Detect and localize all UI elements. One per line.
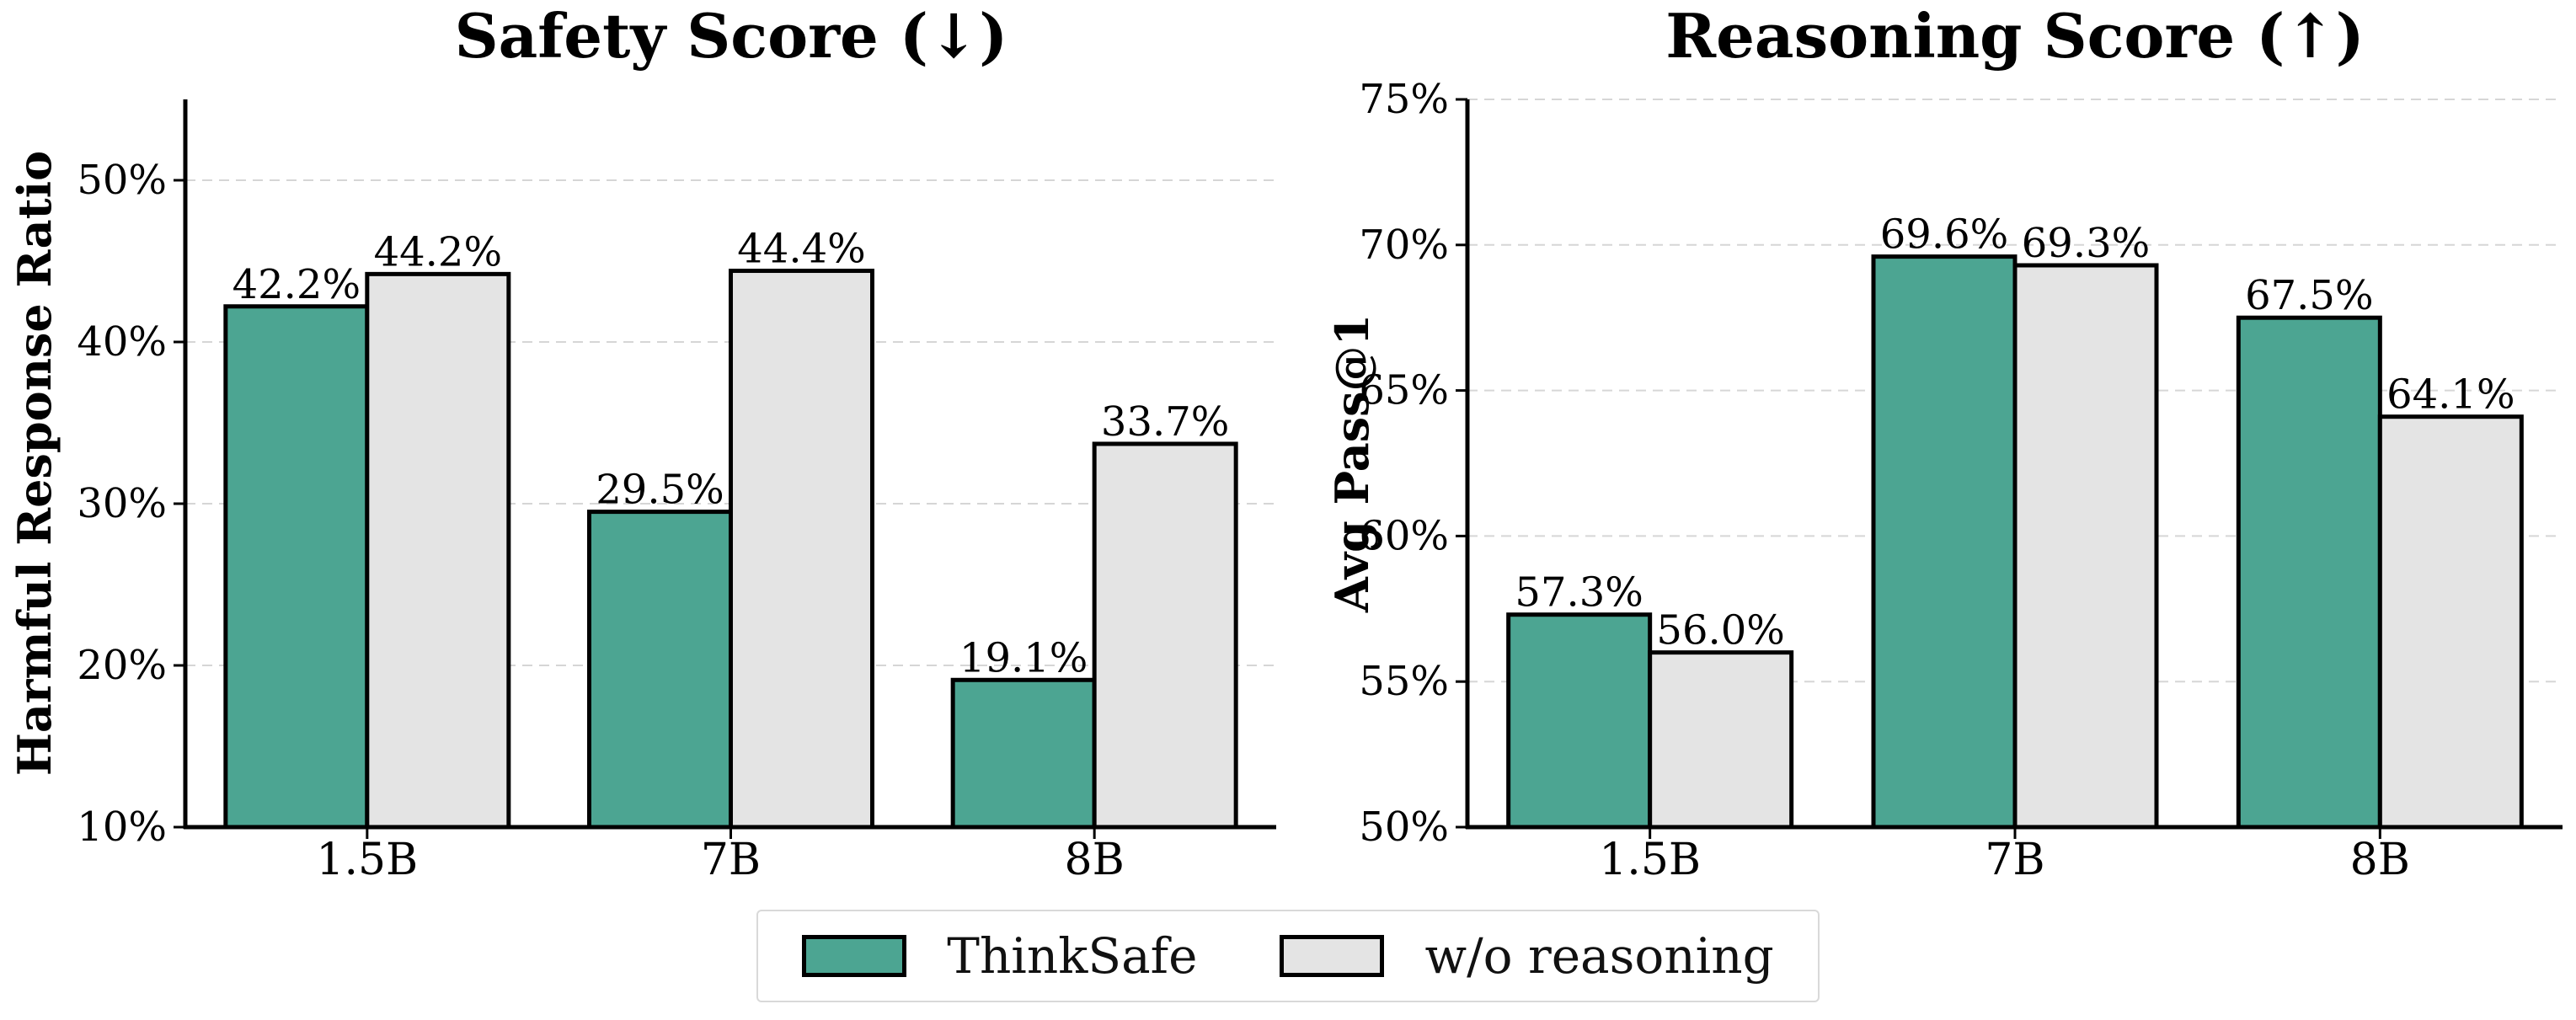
y-tick-label: 75% [1359,76,1449,123]
y-tick-label: 60% [1359,512,1449,559]
data-label: 33.7% [1101,398,1229,446]
chart-panel-reasoning: 50% 55% 60% 65% 70% 75% 57.3% 56.0% 1.5B 69.6% 69.… [1325,0,2563,885]
x-tick-label: 1.5B [316,835,418,885]
x-tick-label: 8B [1065,835,1125,885]
x-tick-label: 1.5B [1599,835,1701,885]
data-label: 19.1% [959,634,1088,681]
legend-label-without-reasoning: w/o reasoning [1424,927,1774,985]
bar-thinksafe [950,677,1097,830]
data-label: 69.3% [2022,220,2150,267]
chart-title: Reasoning Score (↑) [1665,0,2364,72]
legend-item-without-reasoning: w/o reasoning [1280,927,1774,985]
y-tick-label: 50% [1359,804,1449,851]
x-tick-label: 7B [701,835,761,885]
data-label: 42.2% [232,261,361,308]
chart-legend: ThinkSafe w/o reasoning [756,910,1820,1002]
data-label: 64.1% [2386,371,2515,419]
bar-thinksafe [1506,612,1653,830]
y-tick-label: 65% [1359,367,1449,414]
bar-without-reasoning [1092,441,1238,830]
data-label: 44.2% [374,228,502,275]
y-tick-label: 20% [77,642,167,689]
data-label: 67.5% [2245,272,2373,319]
bar-thinksafe [223,304,370,830]
y-tick-label: 50% [77,157,167,204]
data-label: 56.0% [1656,607,1784,654]
y-axis-label: Harmful Response Ratio [8,151,61,776]
bar-without-reasoning [729,269,874,830]
y-axis-label: Avg Pass@1 [1325,314,1379,613]
data-label: 69.6% [1880,211,2008,259]
legend-item-thinksafe: ThinkSafe [802,927,1197,985]
bar-thinksafe [587,510,733,830]
bar-thinksafe [2236,315,2382,830]
chart-title: Safety Score (↓) [455,0,1008,72]
data-label: 44.4% [737,226,865,273]
data-label: 29.5% [596,467,724,514]
bar-without-reasoning [1648,650,1794,830]
x-tick-label: 7B [1985,835,2044,885]
bar-without-reasoning [2377,414,2524,830]
bar-without-reasoning [2012,263,2159,830]
y-tick-label: 55% [1359,658,1449,705]
legend-swatch-without-reasoning [1280,935,1385,977]
legend-swatch-thinksafe [802,935,907,977]
chart-panel-safety: 10% 20% 30% 40% 50% 42.2% 44.2% 1.5B 29.5% 44.4% 7… [8,0,1276,885]
data-label: 57.3% [1515,569,1643,617]
y-tick-label: 10% [77,804,167,851]
y-tick-label: 30% [77,480,167,527]
legend-label-thinksafe: ThinkSafe [947,927,1198,985]
y-tick-label: 40% [77,318,167,366]
y-tick-label: 70% [1359,222,1449,269]
x-tick-label: 8B [2350,835,2410,885]
bar-without-reasoning [365,271,511,830]
bar-thinksafe [1871,254,2018,830]
